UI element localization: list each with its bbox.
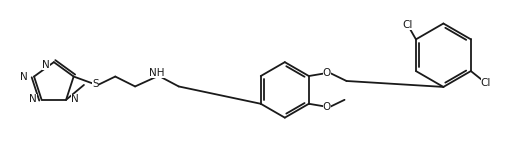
Text: N: N [29,94,37,104]
Text: N: N [21,72,28,82]
Text: N: N [71,94,79,104]
Text: O: O [322,68,331,78]
Text: S: S [92,79,99,89]
Text: Cl: Cl [481,78,491,88]
Text: N: N [42,60,50,70]
Text: NH: NH [149,68,165,78]
Text: O: O [322,102,331,112]
Text: Cl: Cl [403,21,413,30]
